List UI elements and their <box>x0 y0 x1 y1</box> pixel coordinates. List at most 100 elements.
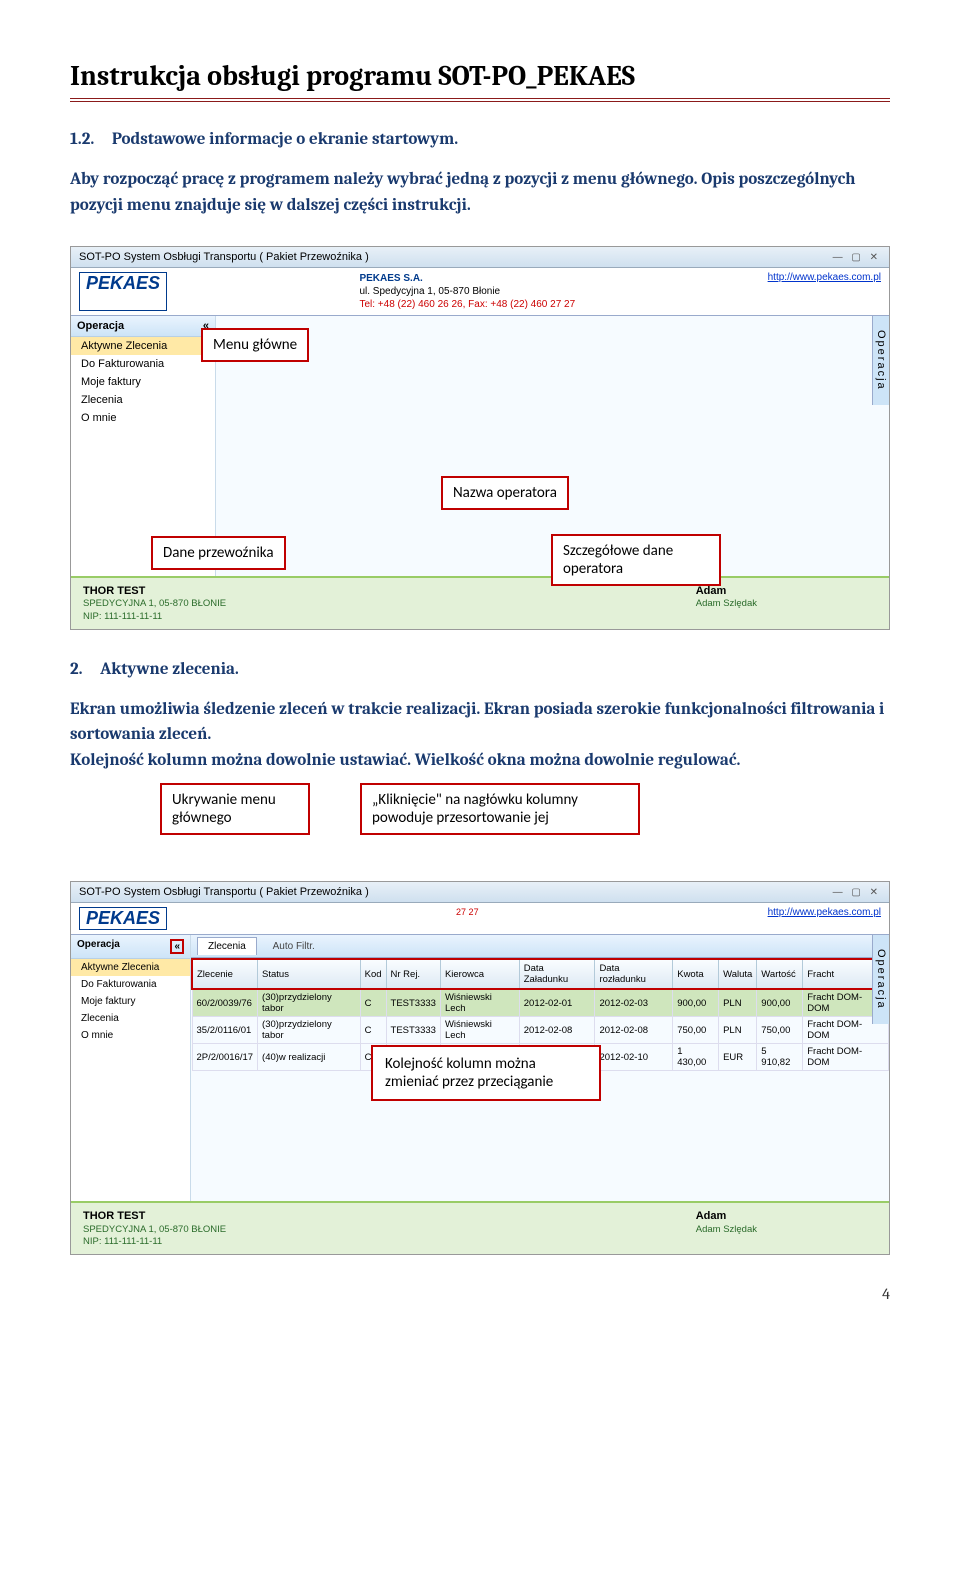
company-block: PEKAES S.A. ul. Spedycyjna 1, 05-870 Bło… <box>359 272 575 311</box>
company-link[interactable]: http://www.pekaes.com.pl <box>768 272 881 311</box>
cell[interactable]: PLN <box>719 1017 757 1044</box>
cell[interactable]: Wiśniewski Lech <box>440 989 519 1017</box>
cell[interactable]: C <box>360 1017 386 1044</box>
menu-item-mojefaktury-2[interactable]: Moje faktury <box>71 993 190 1010</box>
cell[interactable]: (30)przydzielony tabor <box>258 1017 361 1044</box>
col-kierowca[interactable]: Kierowca <box>440 959 519 989</box>
cell[interactable]: 2012-02-10 <box>595 1044 673 1071</box>
callout-dane-przewoznika: Dane przewoźnika <box>151 536 286 570</box>
window-buttons[interactable]: — ▢ ✕ <box>833 252 881 263</box>
screenshot-1: SOT-PO System Osbługi Transportu ( Pakie… <box>70 246 890 630</box>
menu-item-fakturowania[interactable]: Do Fakturowania <box>71 355 215 373</box>
menu-header-label: Operacja <box>77 320 124 332</box>
cell[interactable]: 750,00 <box>673 1017 719 1044</box>
header-bar-2: PEKAES 27 27 http://www.pekaes.com.pl <box>71 903 889 935</box>
callout-nazwa-operatora: Nazwa operatora <box>441 476 569 510</box>
menu-item-mojefaktury[interactable]: Moje faktury <box>71 373 215 391</box>
footer-right-name: Adam <box>696 584 757 598</box>
cell[interactable]: 2012-02-01 <box>519 989 595 1017</box>
cell[interactable]: PLN <box>719 989 757 1017</box>
cell[interactable]: TEST3333 <box>386 1017 440 1044</box>
cell[interactable]: 35/2/0116/01 <box>192 1017 258 1044</box>
cell[interactable]: 2012-02-08 <box>595 1017 673 1044</box>
side-tab-operacja-2[interactable]: Operacja <box>872 935 889 1024</box>
cell[interactable]: 60/2/0039/76 <box>192 989 258 1017</box>
menu-header-label-2: Operacja <box>77 939 120 954</box>
cell[interactable]: 2012-02-03 <box>595 989 673 1017</box>
col-kod[interactable]: Kod <box>360 959 386 989</box>
company-link-2[interactable]: http://www.pekaes.com.pl <box>768 907 881 930</box>
col-datazal[interactable]: Data Załadunku <box>519 959 595 989</box>
doc-title: Instrukcja obsługi programu SOT-PO_PEKAE… <box>70 60 890 92</box>
window-titlebar-2: SOT-PO System Osbługi Transportu ( Pakie… <box>71 882 889 903</box>
callout-szczegolowe: Szczegółowe dane operatora <box>551 534 721 586</box>
cell[interactable]: 900,00 <box>673 989 719 1017</box>
section2-body: Ekran umożliwia śledzenie zleceń w trakc… <box>70 697 890 774</box>
col-waluta[interactable]: Waluta <box>719 959 757 989</box>
grid-tabs: Zlecenia Auto Filtr. <box>191 935 889 958</box>
menu-item-aktywne[interactable]: Aktywne Zlecenia <box>71 337 215 355</box>
footer-right-name-2: Adam <box>696 1209 757 1223</box>
footer-right-full: Adam Szlędak <box>696 598 757 610</box>
window-buttons-2[interactable]: — ▢ ✕ <box>833 887 881 898</box>
footer-left-nip: NIP: 111-111-11-11 <box>83 611 226 623</box>
callout-menu-glowne: Menu główne <box>201 328 309 362</box>
col-kwota[interactable]: Kwota <box>673 959 719 989</box>
cell[interactable]: 750,00 <box>757 1017 803 1044</box>
footer-left-addr: SPEDYCYJNA 1, 05-870 BŁONIE <box>83 598 226 610</box>
logo: PEKAES <box>79 272 167 311</box>
page-number: 4 <box>70 1285 890 1303</box>
table-row[interactable]: 60/2/0039/76 (30)przydzielony tabor C TE… <box>192 989 888 1017</box>
cell[interactable]: 2012-02-08 <box>519 1017 595 1044</box>
callout-klikniecie: „Kliknięcie" na nagłówku kolumny powoduj… <box>360 783 640 835</box>
col-status[interactable]: Status <box>258 959 361 989</box>
col-dataroz[interactable]: Data rozładunku <box>595 959 673 989</box>
menu-item-fakturowania-2[interactable]: Do Fakturowania <box>71 976 190 993</box>
section2: 2. Aktywne zlecenia. <box>70 660 890 679</box>
cell[interactable]: EUR <box>719 1044 757 1071</box>
company-addr: ul. Spedycyjna 1, 05-870 Błonie <box>359 285 575 298</box>
menu-item-zlecenia-2[interactable]: Zlecenia <box>71 1010 190 1027</box>
callout-kolejnosc: Kolejność kolumn można zmieniać przez pr… <box>371 1045 601 1101</box>
cell[interactable]: 1 430,00 <box>673 1044 719 1071</box>
window-title-2: SOT-PO System Osbługi Transportu ( Pakie… <box>79 886 369 898</box>
cell[interactable]: (30)przydzielony tabor <box>258 989 361 1017</box>
menu-item-omnie[interactable]: O mnie <box>71 409 215 427</box>
cell[interactable]: (40)w realizacji <box>258 1044 361 1071</box>
section1-title: Podstawowe informacje o ekranie startowy… <box>112 130 458 149</box>
cell[interactable]: Wiśniewski Lech <box>440 1017 519 1044</box>
col-wartosc[interactable]: Wartość <box>757 959 803 989</box>
status-bar: THOR TEST SPEDYCYJNA 1, 05-870 BŁONIE NI… <box>71 576 889 629</box>
menu-collapse-icon-2[interactable]: « <box>170 939 184 954</box>
menu-header-2[interactable]: Operacja « <box>71 935 190 959</box>
cell[interactable]: C <box>360 989 386 1017</box>
section1: 1.2. Podstawowe informacje o ekranie sta… <box>70 130 890 149</box>
cell[interactable]: 5 910,82 <box>757 1044 803 1071</box>
cell[interactable]: 900,00 <box>757 989 803 1017</box>
tab-zlecenia[interactable]: Zlecenia <box>197 937 257 955</box>
footer-left-name-2: THOR TEST <box>83 1209 226 1223</box>
side-tab-operacja[interactable]: Operacja <box>872 316 889 405</box>
menu-item-omnie-2[interactable]: O mnie <box>71 1027 190 1044</box>
section1-body: Aby rozpocząć pracę z programem należy w… <box>70 167 890 218</box>
table-row[interactable]: 35/2/0116/01 (30)przydzielony tabor C TE… <box>192 1017 888 1044</box>
title-underline: Instrukcja obsługi programu SOT-PO_PEKAE… <box>70 60 890 102</box>
menu-header[interactable]: Operacja « <box>71 316 215 337</box>
menu-item-zlecenia[interactable]: Zlecenia <box>71 391 215 409</box>
window-titlebar: SOT-PO System Osbługi Transportu ( Pakie… <box>71 247 889 268</box>
cell[interactable]: 2P/2/0016/17 <box>192 1044 258 1071</box>
col-nrrej[interactable]: Nr Rej. <box>386 959 440 989</box>
footer-left-nip-2: NIP: 111-111-11-11 <box>83 1236 226 1248</box>
grid-header-row[interactable]: Zlecenie Status Kod Nr Rej. Kierowca Dat… <box>192 959 888 989</box>
menu-item-aktywne-2[interactable]: Aktywne Zlecenia <box>71 959 190 976</box>
cell[interactable]: Fracht DOM-DOM <box>803 1044 888 1071</box>
logo-2: PEKAES <box>79 907 167 930</box>
window-title: SOT-PO System Osbługi Transportu ( Pakie… <box>79 251 369 263</box>
status-bar-2: THOR TEST SPEDYCYJNA 1, 05-870 BŁONIE NI… <box>71 1201 889 1254</box>
section1-num: 1.2. <box>70 130 94 149</box>
cell[interactable]: TEST3333 <box>386 989 440 1017</box>
footer-left-name: THOR TEST <box>83 584 226 598</box>
auto-filter[interactable]: Auto Filtr. <box>263 938 325 955</box>
header-bar: PEKAES PEKAES S.A. ul. Spedycyjna 1, 05-… <box>71 268 889 316</box>
col-zlecenie[interactable]: Zlecenie <box>192 959 258 989</box>
